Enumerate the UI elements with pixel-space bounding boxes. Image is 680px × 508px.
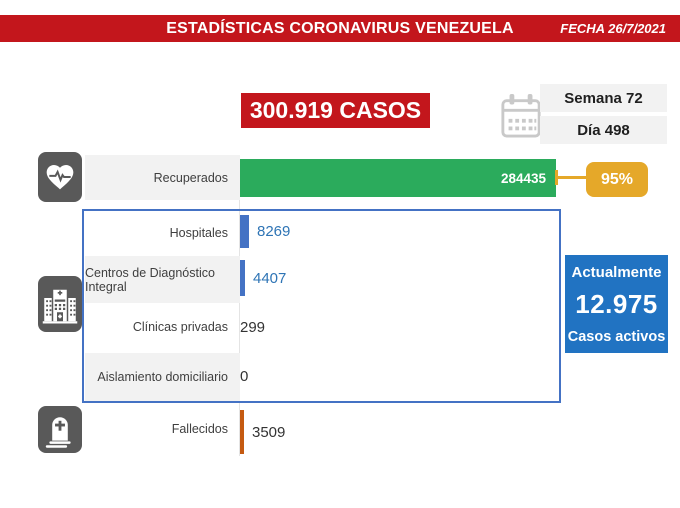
calendar-icon <box>500 92 542 140</box>
recovered-percent-badge: 95% <box>586 162 648 197</box>
top-banner: ESTADÍSTICAS CORONAVIRUS VENEZUELA FECHA… <box>0 15 680 42</box>
row-label-cdi: Centros de Diagnóstico Integral <box>85 256 240 303</box>
bar-row-fallecidos: 3509 <box>240 410 285 454</box>
bar-row-recuperados: 284435 <box>240 159 556 197</box>
page-title: ESTADÍSTICAS CORONAVIRUS VENEZUELA <box>166 20 514 37</box>
active-cases-outline <box>82 209 561 403</box>
bar-row-clinicas: 299 <box>240 315 265 339</box>
recuperados-value: 284435 <box>500 170 546 186</box>
active-cases-box: Actualmente 12.975 Casos activos <box>565 255 668 353</box>
recuperados-bar: 284435 <box>240 159 556 197</box>
bar-row-hospitales: 8269 <box>240 215 290 248</box>
hospitales-value: 8269 <box>257 223 291 240</box>
aislamiento-value: 0 <box>240 367 249 385</box>
row-label-fallecidos: Fallecidos <box>171 422 228 436</box>
week-box: Semana 72 <box>540 84 667 112</box>
row-label-aislamiento: Aislamiento domiciliario <box>85 353 240 401</box>
active-heading: Actualmente <box>571 263 662 281</box>
total-cases-box: 300.919 CASOS <box>241 93 430 128</box>
day-box: Día 498 <box>540 116 667 144</box>
tombstone-icon <box>38 406 82 453</box>
active-caption: Casos activos <box>567 328 666 345</box>
date-label: FECHA 26/7/2021 <box>560 21 666 36</box>
hospitales-bar <box>240 215 249 248</box>
bar-row-cdi: 4407 <box>240 260 286 296</box>
row-label-clinicas: Clínicas privadas <box>132 320 228 334</box>
active-value: 12.975 <box>575 289 658 319</box>
cdi-value: 4407 <box>253 269 287 287</box>
heartbeat-icon <box>38 152 82 202</box>
row-label-recuperados: Recuperados <box>85 155 240 200</box>
cdi-bar <box>240 260 245 296</box>
clinicas-value: 299 <box>240 318 266 336</box>
row-label-hospitales: Hospitales <box>169 225 228 240</box>
fallecidos-bar <box>240 410 244 454</box>
fallecidos-value: 3509 <box>252 423 286 441</box>
bar-row-aislamiento: 0 <box>240 364 248 388</box>
axis-line <box>239 155 240 456</box>
badge-connector-line <box>556 176 586 179</box>
hospital-icon <box>38 276 82 332</box>
